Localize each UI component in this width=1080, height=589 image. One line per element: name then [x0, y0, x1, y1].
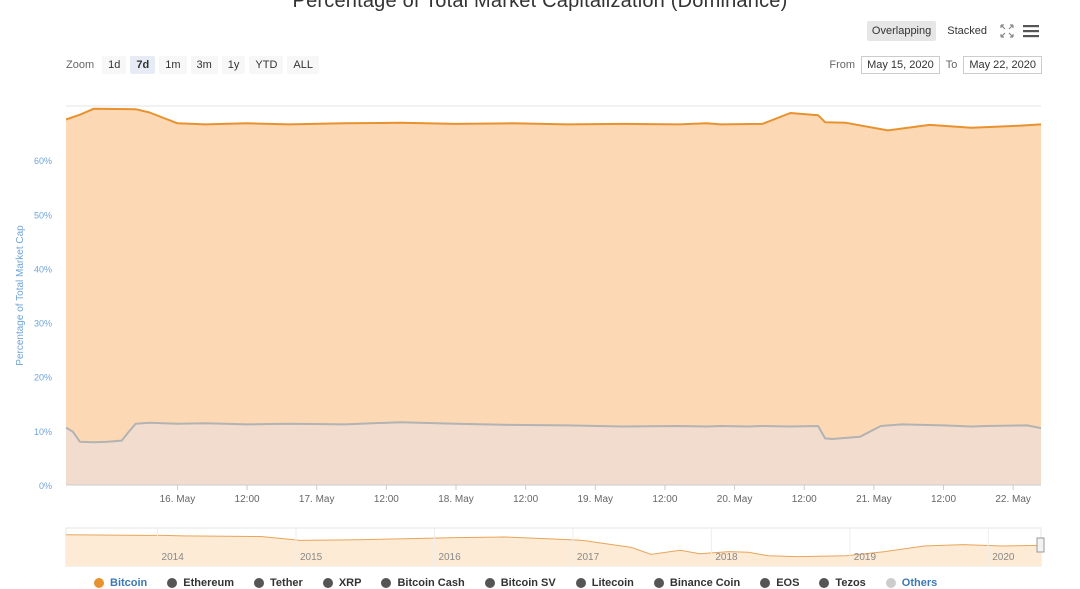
- legend-label: Tether: [270, 577, 303, 589]
- x-tick-label: 12:00: [513, 494, 538, 505]
- zoom-1y-button[interactable]: 1y: [221, 56, 246, 74]
- x-tick-label: 12:00: [931, 494, 956, 505]
- legend-label: EOS: [776, 577, 800, 589]
- legend-item-tezos[interactable]: Tezos: [819, 577, 866, 589]
- x-tick-label: 17. May: [299, 494, 335, 505]
- from-date-input[interactable]: May 15, 2020: [861, 56, 940, 74]
- legend-item-litecoin[interactable]: Litecoin: [575, 577, 634, 589]
- y-tick-label: 60%: [34, 156, 52, 166]
- x-tick-label: 12:00: [235, 494, 260, 505]
- legend-item-ethereum[interactable]: Ethereum: [167, 577, 234, 589]
- legend-label: Ethereum: [183, 577, 235, 589]
- from-label: From: [829, 59, 856, 71]
- fullscreen-icon[interactable]: [998, 22, 1016, 40]
- series-line-bitcoin[interactable]: [65, 107, 1042, 132]
- x-tick-label: 21. May: [856, 494, 892, 505]
- legend-label: XRP: [338, 577, 362, 589]
- y-tick-label: 40%: [34, 264, 52, 274]
- zoom-1d-button[interactable]: 1d: [102, 56, 127, 74]
- stacked-button[interactable]: Stacked: [947, 25, 987, 37]
- zoom-label: Zoom: [66, 59, 95, 71]
- overlapping-button[interactable]: Overlapping: [866, 21, 937, 41]
- series-area-others: [66, 422, 1041, 485]
- chart-title: Percentage of Total Market Capitalizatio…: [292, 0, 788, 12]
- legend-label: Bitcoin Cash: [397, 577, 465, 589]
- zoom-1m-button[interactable]: 1m: [159, 56, 187, 74]
- legend-dot: [885, 578, 896, 588]
- x-tick-label: 22. May: [995, 494, 1031, 505]
- legend-dot: [381, 578, 392, 588]
- navigator-year-label: 2020: [992, 552, 1015, 563]
- legend-item-others[interactable]: Others: [885, 577, 938, 589]
- navigator-year-label: 2018: [715, 552, 738, 563]
- legend-dot: [484, 578, 495, 588]
- y-tick-label: 50%: [34, 210, 52, 220]
- x-tick-label: 12:00: [652, 494, 677, 505]
- legend-item-bitcoin-sv[interactable]: Bitcoin SV: [484, 577, 556, 589]
- zoom-3m-button[interactable]: 3m: [190, 56, 218, 74]
- legend-item-tether[interactable]: Tether: [254, 577, 303, 589]
- to-date-input[interactable]: May 22, 2020: [963, 56, 1042, 74]
- x-tick-label: 12:00: [792, 494, 817, 505]
- zoom-ytd-button[interactable]: YTD: [249, 56, 284, 74]
- zoom-all-button[interactable]: ALL: [287, 56, 319, 74]
- x-tick-label: 20. May: [717, 494, 753, 505]
- legend-item-eos[interactable]: EOS: [760, 577, 799, 589]
- series-area-bitcoin: [66, 108, 1041, 485]
- legend-dot: [94, 578, 104, 588]
- navigator-year-label: 2016: [438, 552, 461, 563]
- legend-label: Tezos: [835, 577, 866, 589]
- to-label: To: [945, 59, 958, 71]
- zoom-7d-button[interactable]: 7d: [130, 56, 156, 74]
- legend-dot: [575, 578, 586, 588]
- x-tick-label: 18. May: [438, 494, 474, 505]
- legend-dot: [254, 578, 265, 588]
- top-controls: Overlapping Stacked: [866, 21, 1040, 41]
- legend-dot: [819, 578, 830, 588]
- x-tick-label: 16. May: [160, 494, 196, 505]
- navigator-year-label: 2019: [854, 552, 877, 563]
- navigator-handle[interactable]: [1036, 537, 1045, 553]
- legend-dot: [760, 578, 771, 588]
- legend-item-binance-coin[interactable]: Binance Coin: [653, 577, 741, 589]
- y-tick-label: 0%: [39, 481, 52, 491]
- legend-dot: [653, 578, 664, 588]
- chart-legend: Bitcoin Ethereum Tether XRP Bitcoin Cash Bitc…: [94, 577, 957, 589]
- legend-label: Litecoin: [591, 577, 634, 589]
- legend-label: Others: [901, 577, 938, 589]
- navigator-year-label: 2015: [300, 552, 323, 563]
- x-tick-label: 12:00: [374, 494, 399, 505]
- series-line-others[interactable]: [65, 421, 1042, 444]
- navigator-year-label: 2014: [162, 552, 185, 563]
- navigator-line: [65, 534, 1042, 558]
- y-tick-label: 30%: [34, 319, 52, 329]
- x-tick-label: 19. May: [577, 494, 613, 505]
- legend-item-bitcoin-cash[interactable]: Bitcoin Cash: [381, 577, 465, 589]
- navigator-year-label: 2017: [577, 552, 600, 563]
- navigator-area: [66, 534, 1041, 566]
- legend-item-bitcoin[interactable]: Bitcoin: [94, 577, 147, 589]
- legend-label: Binance Coin: [669, 577, 741, 589]
- zoom-selector: Zoom 1d 7d 1m 3m 1y YTD ALL: [66, 56, 319, 74]
- legend-label: Bitcoin: [110, 577, 148, 589]
- y-tick-label: 10%: [34, 427, 52, 437]
- legend-dot: [167, 578, 178, 588]
- date-range: From May 15, 2020 To May 22, 2020: [829, 56, 1042, 74]
- y-tick-label: 20%: [34, 373, 52, 383]
- y-axis-title: Percentage of Total Market Cap: [15, 225, 26, 366]
- hamburger-menu-icon[interactable]: [1022, 22, 1040, 40]
- legend-label: Bitcoin SV: [500, 577, 556, 589]
- legend-dot: [322, 578, 333, 588]
- legend-item-xrp[interactable]: XRP: [322, 577, 362, 589]
